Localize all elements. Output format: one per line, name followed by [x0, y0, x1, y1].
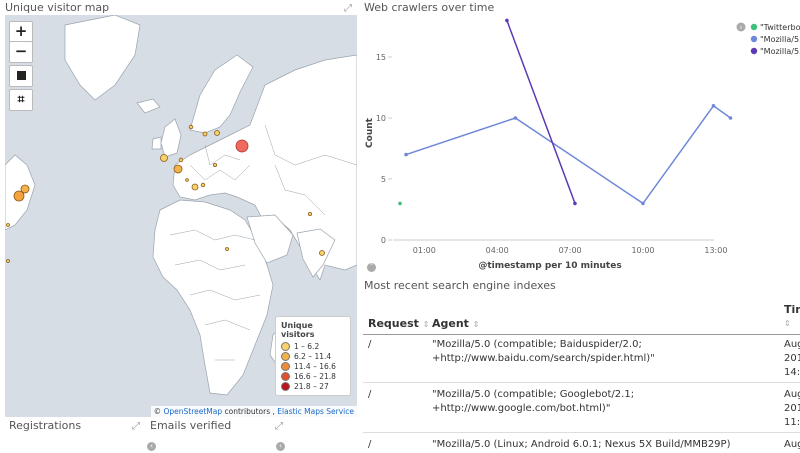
data-point[interactable] — [398, 201, 402, 206]
x-tick-label: 13:00 — [704, 246, 727, 255]
crop-button[interactable]: ⌗ — [9, 89, 33, 111]
legend-chevron-glyph: › — [740, 24, 743, 32]
legend-toggle-icon[interactable] — [736, 22, 746, 32]
legend-label: 16.6 – 21.8 — [294, 371, 336, 381]
legend-label: 1 – 6.2 — [294, 341, 320, 351]
map-attribution: © OpenStreetMap contributors , Elastic M… — [150, 406, 357, 417]
legend-swatch[interactable] — [750, 35, 758, 43]
expand-icon[interactable]: ⤢ — [344, 3, 352, 14]
sort-icon: ⇕ — [784, 319, 791, 328]
series-line — [405, 104, 731, 205]
time-cell: 201 — [784, 353, 800, 364]
world-map-svg — [5, 15, 357, 396]
legend-swatch — [281, 361, 290, 371]
legend-label: 6.2 – 11.4 — [294, 351, 332, 361]
data-point[interactable] — [641, 201, 645, 206]
expand-icon[interactable]: ⤢ — [275, 421, 283, 432]
legend-swatch — [281, 351, 290, 361]
legend-title: Unique visitors — [281, 321, 315, 339]
legend-entry[interactable]: "Mozilla/5. — [760, 35, 800, 44]
chevron-left-icon[interactable]: ‹ — [147, 442, 156, 451]
osm-link[interactable]: OpenStreetMap — [163, 407, 223, 416]
y-tick-label: 0 — [381, 236, 386, 245]
request-cell: / — [368, 439, 372, 450]
x-tick-label: 04:00 — [486, 246, 509, 255]
chart-toggle-chevron[interactable]: ˄ — [367, 263, 376, 272]
legend-row: 6.2 – 11.4 — [281, 351, 345, 361]
time-cell: 14: — [784, 367, 800, 378]
zoom-in-button[interactable]: + — [9, 21, 33, 43]
y-axis-label: Count — [365, 117, 375, 148]
registrations-title: Registrations — [9, 419, 82, 432]
agent-cell: "Mozilla/5.0 (compatible; Googlebot/2.1; — [432, 389, 635, 400]
agent-header-label: Agent — [432, 317, 469, 330]
sort-icon: ⇕ — [422, 320, 430, 329]
contributors-text: contributors , — [224, 407, 275, 416]
x-tick-label: 10:00 — [631, 246, 654, 255]
chevron-left-icon[interactable]: ‹ — [276, 442, 285, 451]
time-header-label: Tim — [784, 303, 800, 316]
y-tick-label: 10 — [376, 114, 386, 123]
request-header-label: Request — [368, 317, 419, 330]
legend-entry[interactable]: "Mozilla/5. — [760, 47, 800, 56]
agent-cell: "Mozilla/5.0 (compatible; Baiduspider/2.… — [432, 339, 642, 350]
legend-label: 11.4 – 16.6 — [294, 361, 336, 371]
legend-entry[interactable]: "Twitterbo — [760, 23, 800, 32]
x-tick-label: 07:00 — [559, 246, 582, 255]
legend-row: 21.8 – 27 — [281, 381, 345, 391]
draw-rectangle-button[interactable] — [9, 65, 33, 87]
emails-verified-title: Emails verified — [150, 419, 232, 432]
chart-title: Web crawlers over time — [364, 1, 495, 14]
map-panel-title: Unique visitor map — [5, 1, 110, 14]
crop-icon: ⌗ — [17, 92, 25, 106]
header-divider — [363, 334, 800, 335]
time-cell: 11: — [784, 417, 800, 428]
legend-label: 21.8 – 27 — [294, 381, 329, 391]
x-axis-label: @timestamp per 10 minutes — [478, 261, 621, 271]
legend-row: 1 – 6.2 — [281, 341, 345, 351]
zoom-out-button[interactable]: − — [9, 41, 33, 63]
time-column-header[interactable]: Tim ⇕ — [784, 303, 800, 329]
visitor-map[interactable]: + − ⌗ Unique visitors 1 – 6.2 6.2 – 11.4… — [5, 15, 357, 417]
legend-swatch[interactable] — [750, 23, 758, 31]
table-title: Most recent search engine indexes — [364, 279, 556, 292]
data-point[interactable] — [505, 18, 509, 23]
ems-link[interactable]: Elastic Maps Service — [277, 407, 354, 416]
data-point[interactable] — [728, 116, 733, 120]
data-point[interactable] — [513, 116, 518, 120]
request-cell: / — [368, 389, 372, 400]
row-divider — [363, 432, 800, 433]
time-cell: Aug — [784, 339, 800, 350]
request-cell: / — [368, 339, 372, 350]
request-column-header[interactable]: Request ⇕ — [368, 317, 429, 330]
time-cell: Aug — [784, 389, 800, 400]
agent-column-header[interactable]: Agent ⇕ — [432, 317, 479, 330]
legend-row: 11.4 – 16.6 — [281, 361, 345, 371]
legend-swatch — [281, 341, 290, 351]
agent-cell: "Mozilla/5.0 (Linux; Android 6.0.1; Nexu… — [432, 439, 731, 450]
data-point[interactable] — [573, 201, 577, 206]
copyright-text: © — [153, 407, 162, 416]
x-tick-label: 01:00 — [413, 246, 436, 255]
legend-swatch[interactable] — [750, 47, 758, 55]
row-divider — [363, 382, 800, 383]
legend-swatch — [281, 371, 290, 381]
crawler-line-chart: 0 5 10 15 01:00 04:00 07:00 10:00 13:00 Count @… — [365, 18, 800, 271]
map-legend: Unique visitors 1 – 6.2 6.2 – 11.4 11.4 … — [275, 316, 351, 396]
data-point[interactable] — [404, 152, 408, 157]
agent-cell: +http://www.google.com/bot.html)" — [432, 403, 611, 414]
data-point[interactable] — [711, 104, 716, 108]
legend-row: 16.6 – 21.8 — [281, 371, 345, 381]
time-cell: 201 — [784, 403, 800, 414]
sort-icon: ⇕ — [472, 320, 480, 329]
expand-icon[interactable]: ⤢ — [132, 421, 140, 432]
y-tick-label: 15 — [376, 53, 386, 62]
y-tick-label: 5 — [381, 175, 386, 184]
legend-swatch — [281, 381, 290, 391]
time-cell: Aug — [784, 439, 800, 450]
agent-cell: +http://www.baidu.com/search/spider.html… — [432, 353, 655, 364]
series-line — [506, 20, 576, 204]
square-icon — [16, 71, 26, 80]
